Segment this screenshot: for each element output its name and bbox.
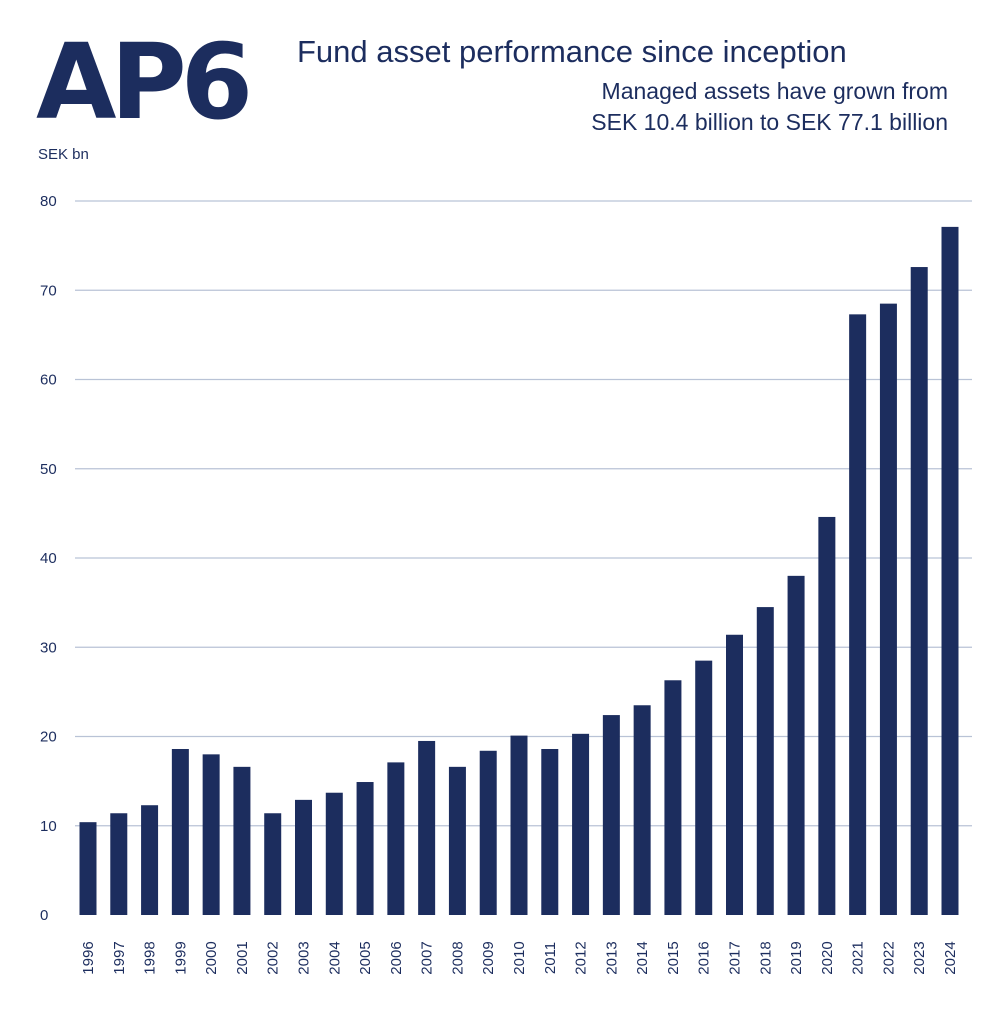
subtitle-line-1: Managed assets have grown from bbox=[601, 78, 948, 104]
bar-2015 bbox=[664, 680, 682, 915]
x-tick-label: 2019 bbox=[788, 941, 805, 974]
bar-2001 bbox=[233, 766, 251, 915]
bar-2013 bbox=[602, 715, 620, 915]
x-tick-label: 1998 bbox=[142, 941, 159, 974]
y-tick-label: 80 bbox=[40, 193, 57, 210]
bar-2005 bbox=[356, 782, 374, 915]
x-tick-label: 2010 bbox=[511, 941, 528, 974]
y-axis-label: SEK bn bbox=[38, 146, 89, 163]
bar-2008 bbox=[448, 766, 466, 915]
y-tick-label: 70 bbox=[40, 282, 57, 299]
bar-2017 bbox=[726, 634, 743, 915]
y-tick-label: 30 bbox=[40, 639, 57, 656]
x-tick-label: 2008 bbox=[449, 941, 466, 974]
bar-1998 bbox=[141, 805, 159, 915]
bar-1997 bbox=[110, 813, 128, 915]
x-tick-label: 2011 bbox=[542, 942, 559, 974]
x-tick-label: 2002 bbox=[265, 941, 282, 974]
x-tick-label: 2023 bbox=[911, 941, 928, 974]
bar-2018 bbox=[756, 607, 774, 915]
x-tick-label: 2013 bbox=[603, 941, 620, 974]
x-tick-label: 2012 bbox=[573, 941, 590, 974]
x-tick-label: 2000 bbox=[203, 941, 220, 974]
bar-2000 bbox=[202, 754, 220, 915]
bar-2003 bbox=[295, 799, 312, 915]
bar-2009 bbox=[479, 750, 497, 915]
x-tick-label: 2004 bbox=[326, 941, 343, 974]
bar-2021 bbox=[849, 314, 867, 915]
x-tick-label: 2001 bbox=[234, 941, 251, 974]
chart-title: Fund asset performance since inception bbox=[297, 34, 847, 69]
x-tick-label: 2018 bbox=[757, 941, 774, 974]
bar-2004 bbox=[325, 792, 343, 915]
x-tick-label: 2016 bbox=[696, 941, 713, 974]
y-tick-label: 50 bbox=[40, 461, 57, 478]
bar-2010 bbox=[510, 735, 528, 915]
y-tick-label: 0 bbox=[40, 907, 48, 924]
x-tick-label: 2020 bbox=[819, 941, 836, 974]
x-tick-label: 2006 bbox=[388, 941, 405, 974]
x-tick-label: 2007 bbox=[419, 941, 436, 974]
bar-2016 bbox=[695, 660, 713, 915]
bar-2007 bbox=[418, 740, 436, 915]
bar-2020 bbox=[818, 516, 836, 915]
ap6-logo: AP6 bbox=[36, 21, 253, 143]
bar-2023 bbox=[910, 267, 928, 915]
x-tick-label: 2014 bbox=[634, 941, 651, 974]
y-tick-label: 20 bbox=[40, 729, 57, 746]
bar-2011 bbox=[541, 748, 559, 915]
y-tick-label: 10 bbox=[40, 818, 57, 835]
x-tick-label: 2021 bbox=[850, 941, 867, 974]
subtitle-line-2: SEK 10.4 billion to SEK 77.1 billion bbox=[591, 109, 948, 135]
x-tick-label: 1996 bbox=[80, 941, 97, 974]
x-tick-label: 2024 bbox=[942, 941, 959, 974]
bar-2012 bbox=[572, 733, 590, 915]
bar-1996 bbox=[79, 822, 97, 915]
y-tick-label: 40 bbox=[40, 550, 57, 567]
y-tick-label: 60 bbox=[40, 372, 57, 389]
bar-2006 bbox=[387, 762, 405, 915]
bar-2024 bbox=[941, 226, 959, 915]
x-tick-label: 2005 bbox=[357, 941, 374, 974]
x-tick-label: 2017 bbox=[727, 941, 744, 974]
x-tick-label: 1997 bbox=[111, 941, 128, 974]
bar-2014 bbox=[633, 705, 651, 915]
chart-subtitle: Managed assets have grown from SEK 10.4 … bbox=[448, 76, 948, 138]
bar-2002 bbox=[264, 813, 282, 915]
x-tick-label: 2009 bbox=[480, 941, 497, 974]
bar-2019 bbox=[787, 575, 805, 915]
x-tick-label: 1999 bbox=[172, 941, 189, 974]
x-tick-label: 2022 bbox=[880, 941, 897, 974]
x-tick-label: 2015 bbox=[665, 941, 682, 974]
bar-2022 bbox=[879, 303, 897, 915]
bar-1999 bbox=[171, 748, 189, 915]
x-tick-label: 2003 bbox=[296, 941, 313, 974]
